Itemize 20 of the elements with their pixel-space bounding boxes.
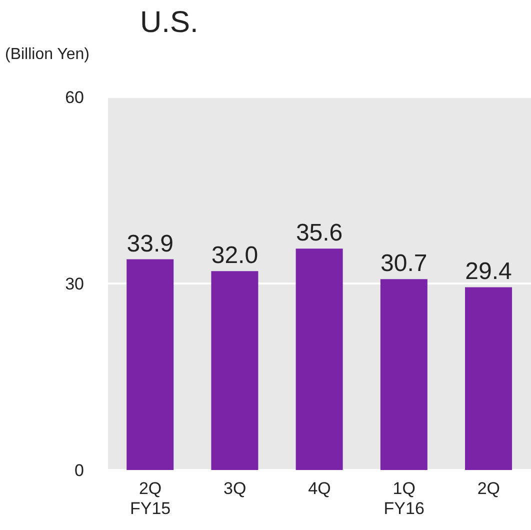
x-tick-label: 3Q [224, 479, 246, 498]
y-tick-label: 60 [65, 88, 84, 108]
data-label: 33.9 [126, 230, 174, 258]
chart-title: U.S. [140, 6, 198, 40]
bar [380, 279, 428, 470]
x-tick-label: 1Q FY16 [384, 479, 424, 518]
data-label: 35.6 [296, 220, 343, 247]
x-tick-label: 2Q FY15 [130, 479, 171, 518]
bar [126, 259, 174, 470]
bar [465, 287, 512, 470]
y-tick-label: 30 [65, 274, 84, 294]
data-label: 29.4 [465, 258, 512, 286]
x-tick-label: 4Q [308, 479, 331, 498]
bar [211, 271, 258, 470]
data-label: 30.7 [380, 250, 428, 278]
bar [296, 248, 343, 470]
x-tick-label: 2Q [477, 479, 500, 498]
y-tick-label: 0 [74, 461, 84, 480]
data-label: 32.0 [211, 242, 258, 270]
y-axis-title: (Billion Yen) [5, 46, 90, 64]
